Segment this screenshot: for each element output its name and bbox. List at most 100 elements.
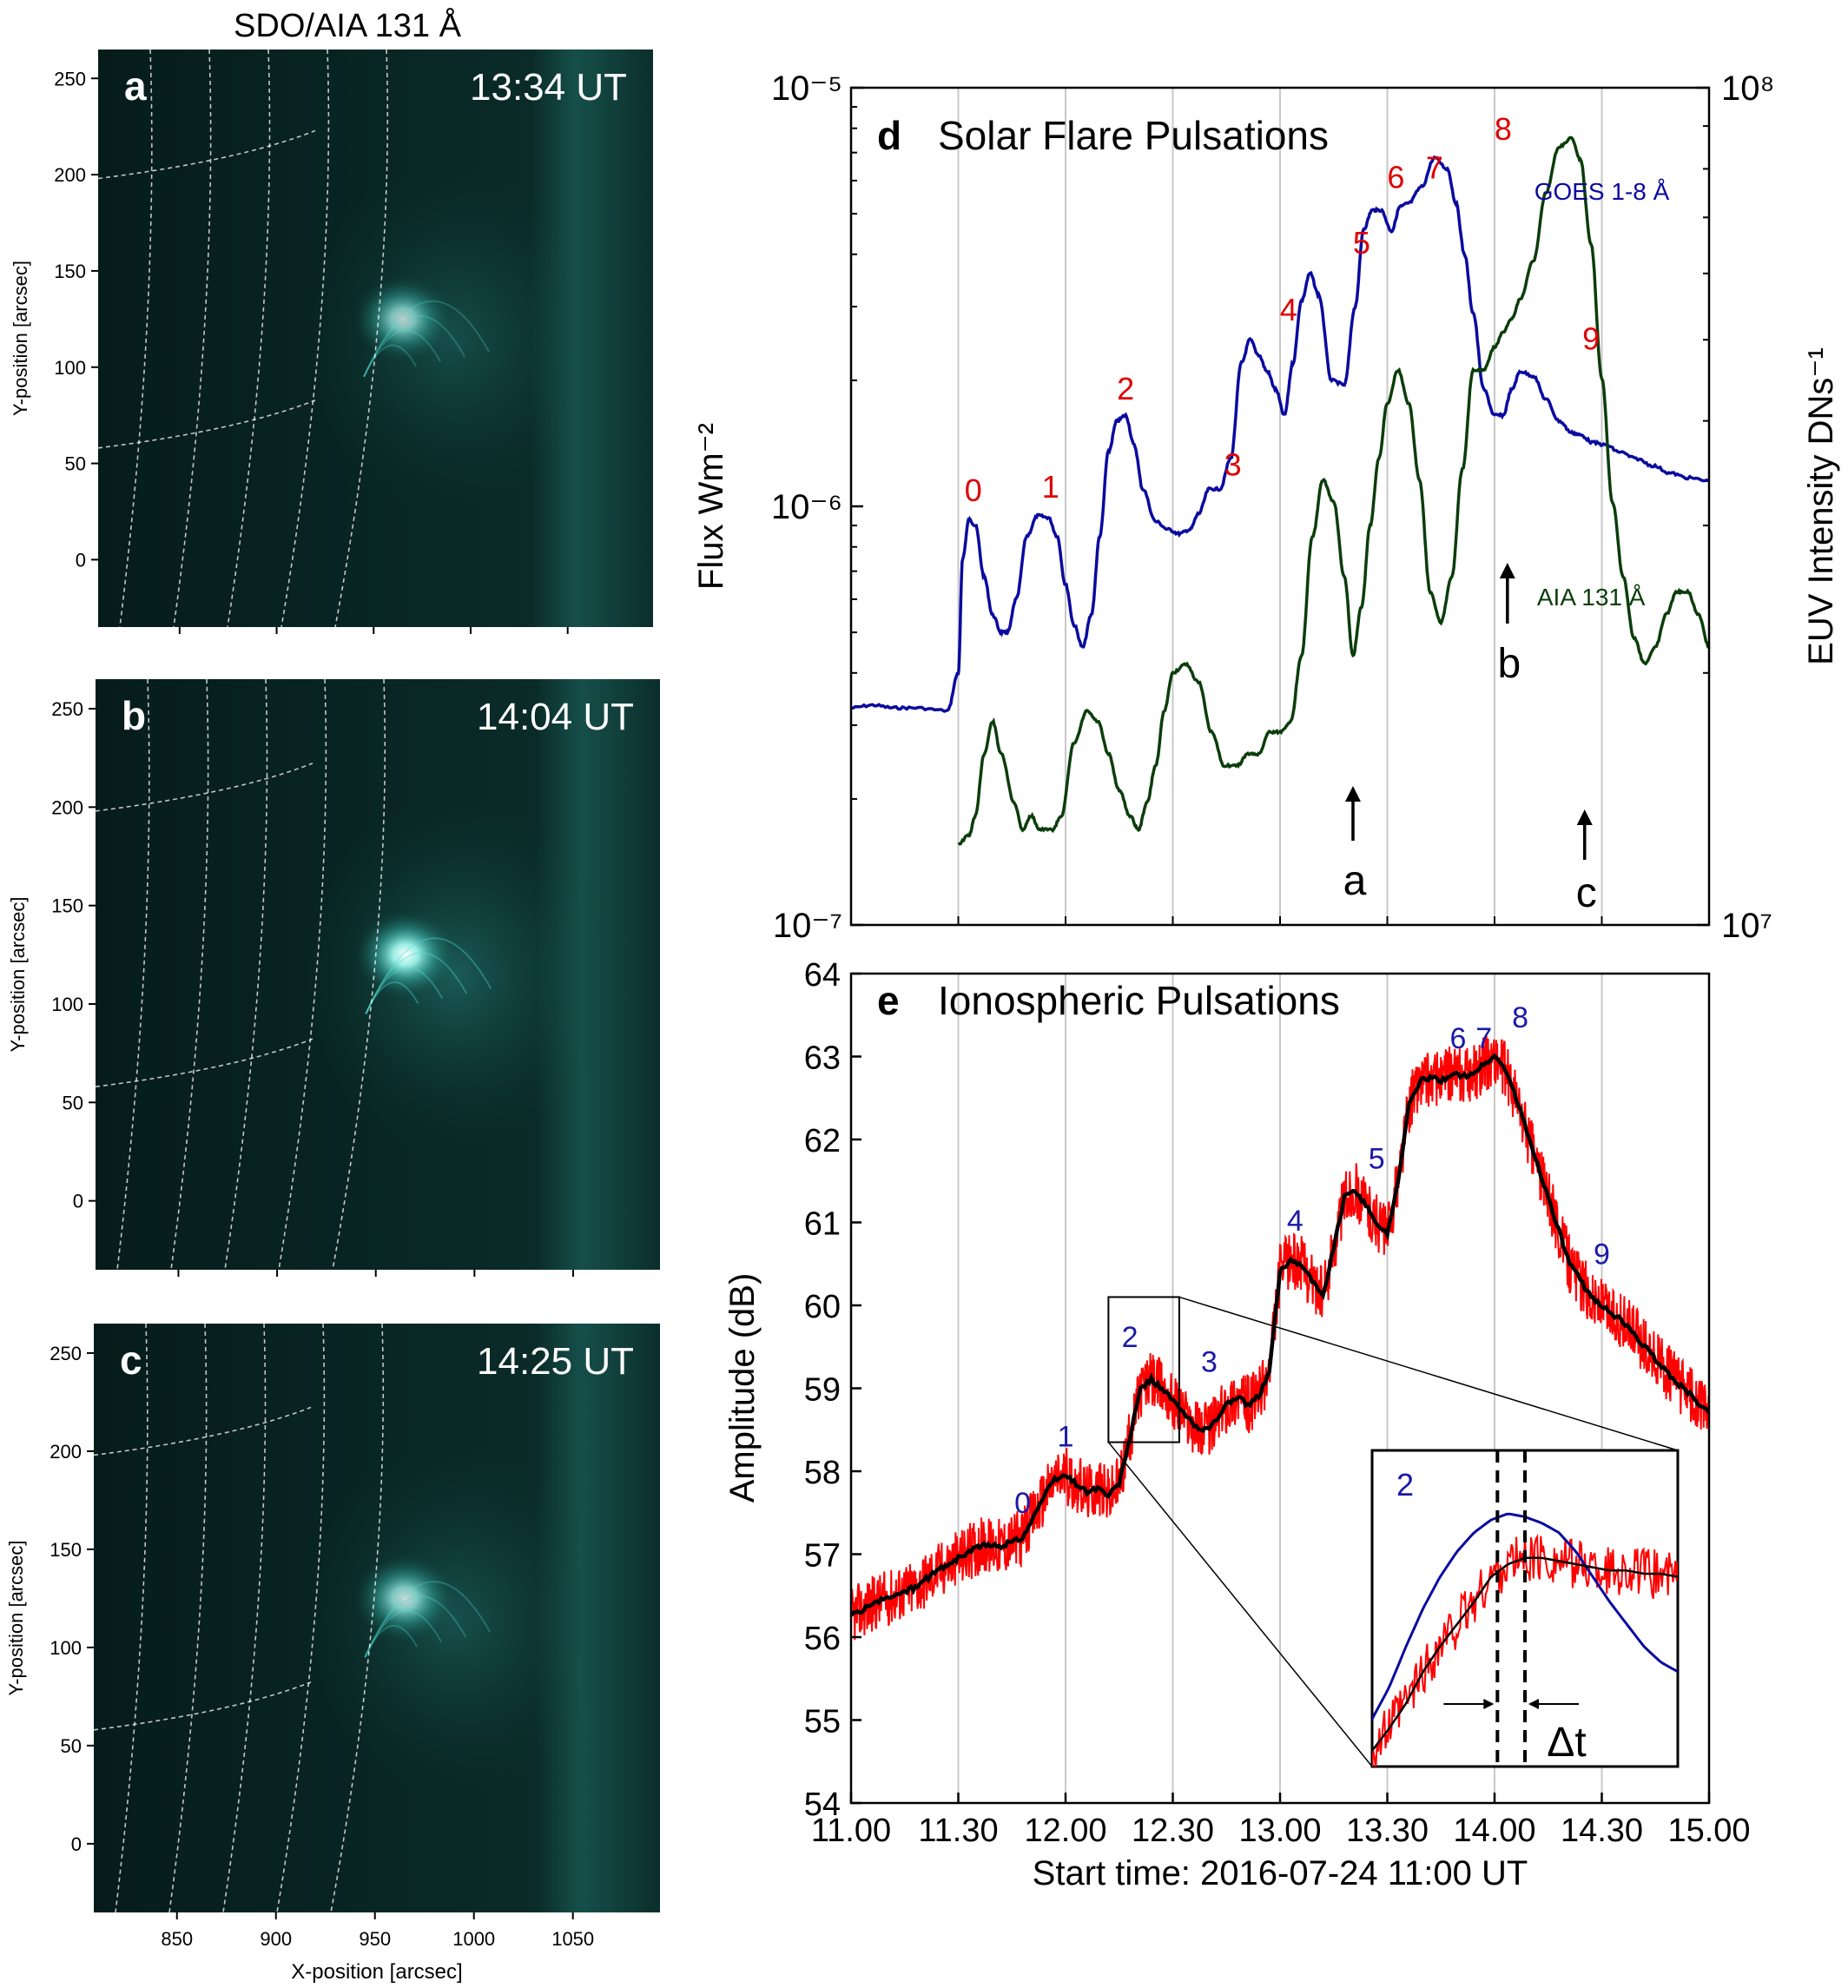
zoom-connector <box>1178 1296 1679 1451</box>
aia-intensity-line <box>957 135 1709 846</box>
d-peak-label: 0 <box>965 472 982 508</box>
d-arrow-label: a <box>1343 858 1367 904</box>
image-y-tick-label: 200 <box>51 796 83 818</box>
d-panel-title: Solar Flare Pulsations <box>938 113 1329 158</box>
goes-flux-line <box>851 155 1709 713</box>
d-peak-label: 6 <box>1387 159 1404 195</box>
e-peak-label: 8 <box>1512 1001 1528 1034</box>
aia-image-panel-c: c 14:25 UT 250 200 150 100 50 0 850 900 950 1000 105… <box>5 1323 660 1984</box>
e-y-tick-label: 59 <box>804 1372 841 1409</box>
e-x-tick-label: 11.30 <box>918 1813 998 1849</box>
image-y-tick-label: 100 <box>50 1637 82 1659</box>
e-y-tick-label: 63 <box>804 1040 841 1077</box>
image-y-tick-label: 100 <box>51 994 83 1015</box>
latitude-gridline <box>97 400 316 449</box>
image-y-axis-label: Y-position [arcsec] <box>7 897 29 1053</box>
e-x-tick-label: 12.30 <box>1132 1813 1214 1849</box>
image-y-tick-label: 200 <box>54 164 86 186</box>
flare-loop-glow <box>354 910 457 1000</box>
corona-haze <box>295 1441 613 1795</box>
e-peak-label: 2 <box>1122 1321 1138 1354</box>
e-y-tick-label: 64 <box>804 957 841 994</box>
e-panel-title: Ionospheric Pulsations <box>938 978 1340 1023</box>
image-panel-letter: a <box>124 63 147 109</box>
image-y-tick-label: 0 <box>71 1833 82 1855</box>
e-y-tick-label: 62 <box>804 1123 841 1159</box>
aia-image-panel-b: b 14:04 UT 250 200 150 100 50 0 Y-position [arcs… <box>7 678 660 1277</box>
coronal-loop <box>363 344 417 378</box>
inset-delta-arrowhead <box>1528 1699 1539 1709</box>
d-arrow-head <box>1499 563 1515 578</box>
latitude-gridline <box>93 1406 312 1456</box>
e-y-tick-label: 58 <box>804 1455 841 1491</box>
e-y-tick-label: 60 <box>804 1289 841 1325</box>
e-peak-labels: 0 1 2 3 4 5 6 78 9 <box>1014 1001 1610 1520</box>
e-peak-label: 7 <box>1475 1022 1492 1055</box>
d-panel-letter: d <box>877 113 901 158</box>
ionosphere-smoothed-line <box>851 1053 1709 1617</box>
e-peak-label: 5 <box>1369 1142 1385 1175</box>
e-x-axis-label: Start time: 2016-07-24 11:00 UT <box>1033 1854 1528 1892</box>
d-peak-label: 9 <box>1582 321 1600 357</box>
d-left-tick-label: 10⁻⁷ <box>773 907 842 945</box>
coronal-loop <box>364 1581 492 1658</box>
inset-delta-arrowhead <box>1483 1699 1495 1709</box>
longitude-gridline <box>224 678 268 1271</box>
d-gridlines <box>957 88 1603 925</box>
d-arrow-head <box>1344 786 1361 802</box>
image-y-tick-label: 250 <box>54 68 86 89</box>
d-peak-label: 5 <box>1353 225 1370 261</box>
aia-image-panel-a: a 13:34 UT 250 200 150 100 50 0 Y-position [arcs… <box>10 49 653 634</box>
longitude-gridline <box>332 678 386 1271</box>
image-y-axis-label: Y-position [arcsec] <box>5 1541 27 1696</box>
d-arrow-label: c <box>1576 870 1597 916</box>
longitude-gridline <box>334 49 389 628</box>
aia-series-label: AIA 131 Å <box>1537 584 1646 611</box>
d-peak-label: 4 <box>1280 292 1297 327</box>
zoom-box <box>1107 1296 1180 1443</box>
coronal-loop <box>365 952 468 1014</box>
d-right-tick-label: 10⁷ <box>1721 907 1772 945</box>
e-x-tick-label: 13.30 <box>1346 1813 1429 1849</box>
e-y-tick-label: 57 <box>804 1538 841 1575</box>
d-right-axis-label: EUV Intensity DNs⁻¹ <box>1802 347 1840 665</box>
e-x-tick-label: 12.00 <box>1024 1813 1106 1849</box>
longitude-gridline <box>227 49 271 628</box>
inset-peak-label: 2 <box>1396 1467 1414 1503</box>
e-x-tick-label: 13.00 <box>1238 1813 1321 1849</box>
flare-loop-glow <box>353 1554 456 1643</box>
e-zoom-box <box>1107 1296 1679 1767</box>
d-arrows: a b c <box>1343 563 1597 916</box>
image-panel-letter: b <box>122 693 146 738</box>
d-peak-label: 2 <box>1117 371 1134 406</box>
image-y-tick-label: 150 <box>51 895 83 917</box>
image-y-tick-label: 150 <box>50 1539 82 1561</box>
e-y-axis-label: Amplitude (dB) <box>723 1273 762 1503</box>
image-x-axis-label: X-position [arcsec] <box>291 1960 462 1984</box>
ionosphere-raw-line <box>851 1034 1709 1641</box>
e-peak-label: 9 <box>1594 1238 1610 1271</box>
zoom-connector <box>1107 1442 1373 1767</box>
d-left-axis-label: Flux Wm⁻² <box>692 423 730 590</box>
image-y-tick-label: 50 <box>63 1092 83 1113</box>
image-x-tick-label: 1050 <box>551 1928 594 1950</box>
coronal-loop <box>364 1624 419 1658</box>
longitude-gridline <box>173 49 212 628</box>
e-y-tick-label: 54 <box>804 1787 841 1823</box>
image-y-tick-label: 250 <box>51 698 83 720</box>
image-x-tick-label: 1000 <box>452 1928 495 1950</box>
coronal-loop <box>363 329 441 378</box>
d-arrow-label: b <box>1497 641 1521 687</box>
corona-haze <box>296 797 613 1152</box>
coronal-loop <box>363 314 465 378</box>
latitude-gridline <box>95 763 314 812</box>
panel-d-solar-flare: 10⁻⁷ 10⁻⁶ 10⁻⁵ 10⁷ 10⁸ d Solar Flare Pulsati… <box>692 69 1840 945</box>
image-x-tick-label: 850 <box>161 1928 193 1950</box>
image-y-tick-label: 0 <box>76 549 86 571</box>
coronal-loop <box>365 937 492 1014</box>
latitude-gridline <box>95 1038 314 1087</box>
d-right-tick-label: 10⁸ <box>1721 69 1774 108</box>
